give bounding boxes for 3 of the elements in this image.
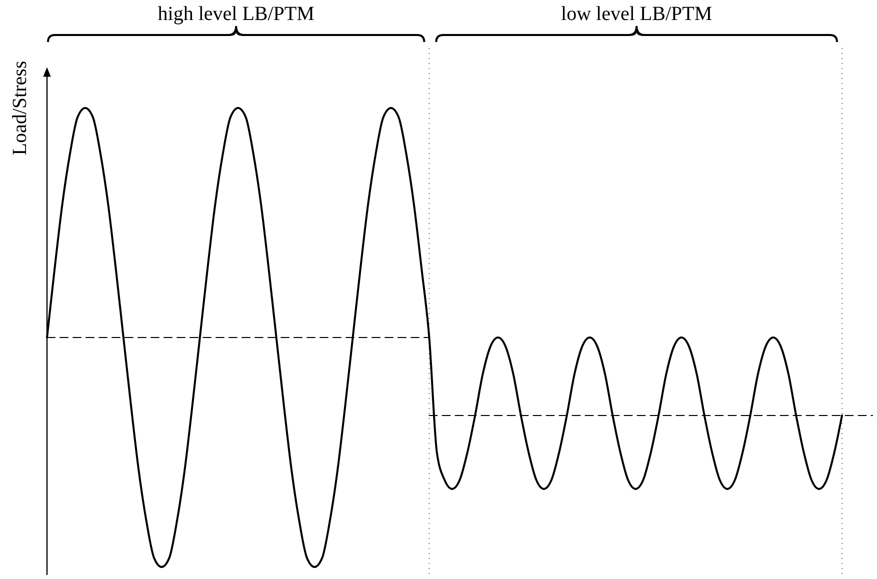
text: high level LB/PTM <box>158 3 315 25</box>
y-axis-title: Load/Stress <box>9 60 31 156</box>
text: low level LB/PTM <box>561 3 712 25</box>
